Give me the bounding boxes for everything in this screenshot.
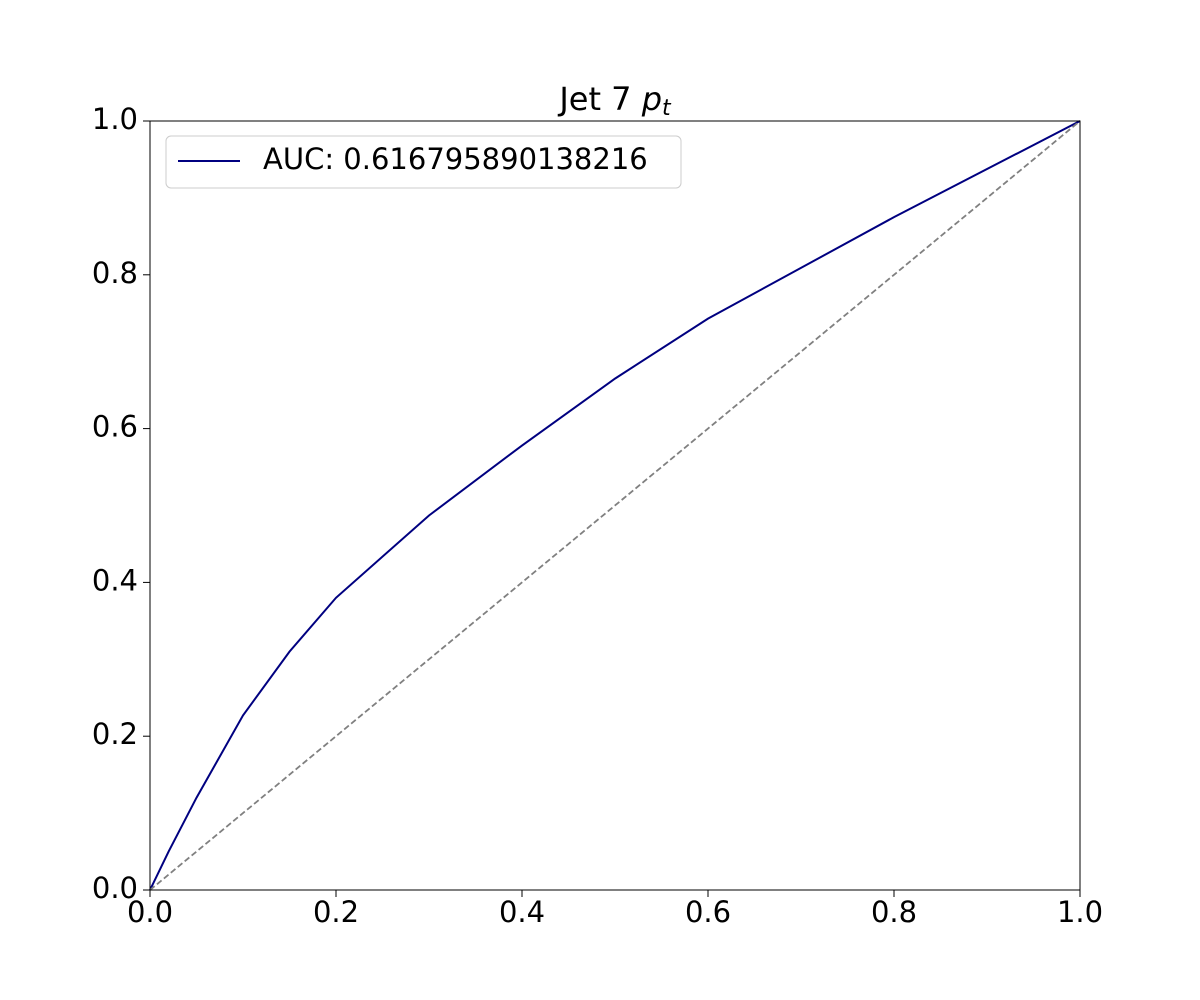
y-tick-label: 1.0 xyxy=(92,102,138,136)
series-line xyxy=(149,120,1081,891)
legend xyxy=(165,135,682,189)
plot-frame xyxy=(149,120,1081,891)
x-tick-label: 0.8 xyxy=(871,895,917,929)
y-tick-label: 0.0 xyxy=(92,871,138,905)
x-tick-label: 0.4 xyxy=(499,895,545,929)
legend-label: AUC: 0.616795890138216 xyxy=(263,142,648,176)
y-tick-label: 0.6 xyxy=(92,410,138,444)
title-subscript: t xyxy=(662,96,672,121)
y-tick-label: 0.8 xyxy=(92,256,138,290)
x-tick-label: 0.6 xyxy=(685,895,731,929)
title-text: Jet 7 xyxy=(557,80,631,118)
x-tick-label: 0.0 xyxy=(127,895,173,929)
y-tick-label: 0.4 xyxy=(92,563,138,597)
chart-title: Jet 7 pt xyxy=(557,80,672,121)
legend-box xyxy=(165,135,682,189)
x-tick-label: 1.0 xyxy=(1057,895,1103,929)
x-tick-label: 0.2 xyxy=(313,895,359,929)
y-tick-label: 0.2 xyxy=(92,717,138,751)
series-line xyxy=(149,120,1081,891)
title-symbol: p xyxy=(641,80,662,118)
